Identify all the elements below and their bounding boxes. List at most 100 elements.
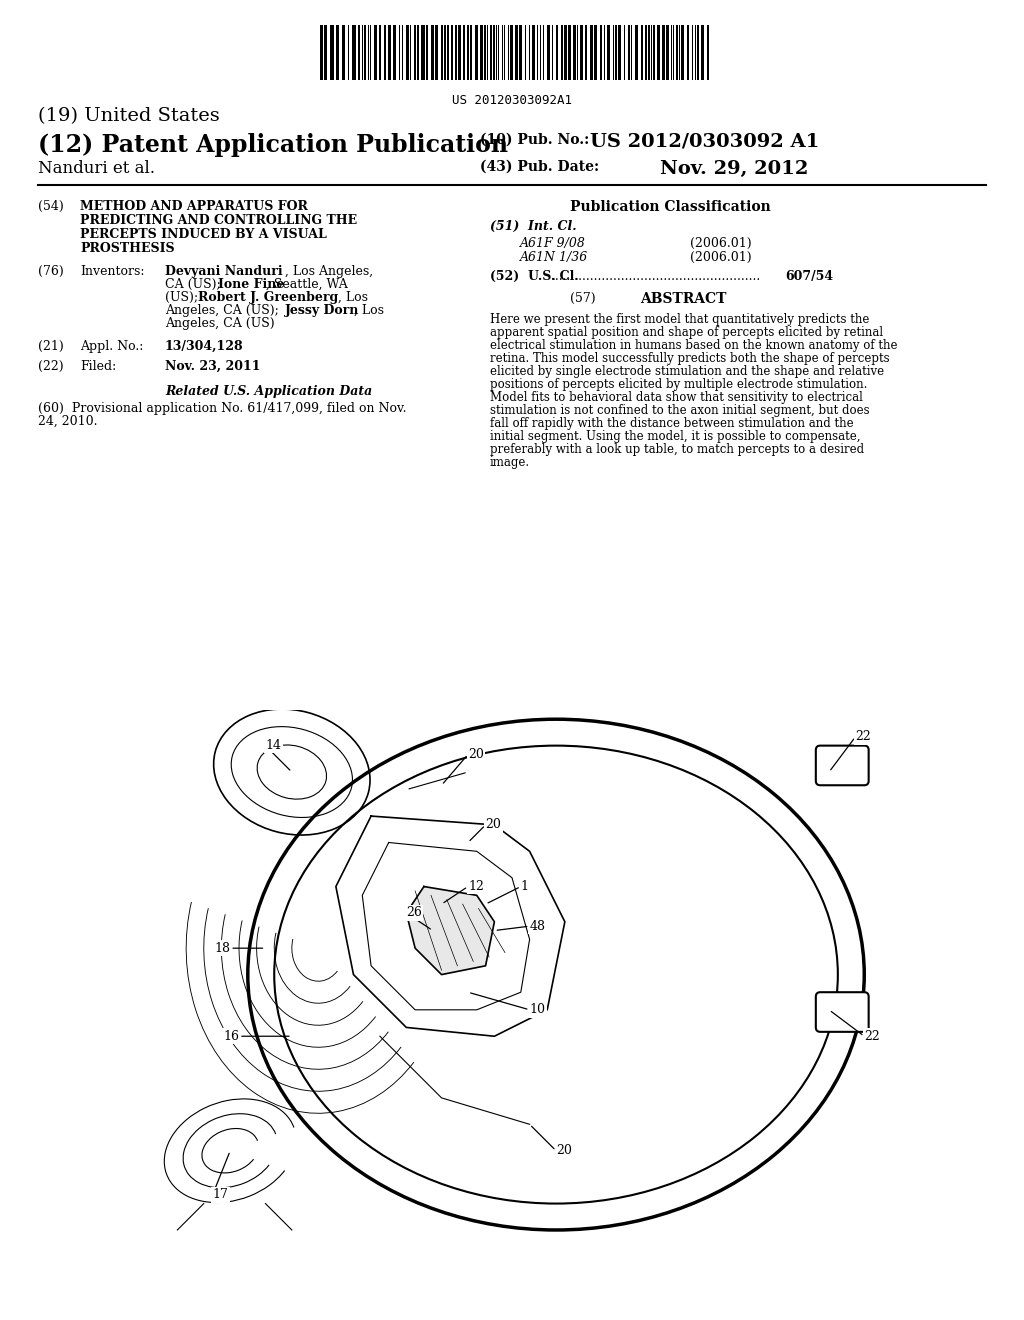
Text: (51)  Int. Cl.: (51) Int. Cl. [490,220,577,234]
Text: Ione Fine: Ione Fine [218,279,285,290]
Bar [677,25,678,81]
Text: 20: 20 [556,1144,572,1158]
Bar [573,25,575,81]
Text: Model fits to behavioral data show that sensitivity to electrical: Model fits to behavioral data show that … [490,391,863,404]
Bar [547,25,550,81]
Bar [628,25,631,81]
Bar [600,25,602,81]
Text: Nov. 23, 2011: Nov. 23, 2011 [165,360,260,374]
Text: (43) Pub. Date:: (43) Pub. Date: [480,160,599,174]
Text: Publication Classification: Publication Classification [570,201,771,214]
Bar [407,25,410,81]
Text: Appl. No.:: Appl. No.: [80,341,143,352]
Text: ABSTRACT: ABSTRACT [640,292,726,306]
Text: apparent spatial position and shape of percepts elicited by retinal: apparent spatial position and shape of p… [490,326,883,339]
Text: 16: 16 [223,1030,239,1043]
Text: 14: 14 [265,739,282,752]
Text: (US);: (US); [165,290,202,304]
Bar [475,25,478,81]
Bar [417,25,419,81]
Bar [648,25,649,81]
FancyBboxPatch shape [816,993,868,1032]
Text: 26: 26 [407,907,422,920]
Bar [560,25,563,81]
Bar [467,25,469,81]
Bar [489,25,493,81]
Text: , Los: , Los [354,304,384,317]
Text: (10) Pub. No.:: (10) Pub. No.: [480,133,589,147]
Text: image.: image. [490,455,530,469]
Text: Nov. 29, 2012: Nov. 29, 2012 [660,160,808,178]
Text: (12) Patent Application Publication: (12) Patent Application Publication [38,133,508,157]
Bar [663,25,665,81]
Text: 1: 1 [521,880,528,894]
Text: Here we present the first model that quantitatively predicts the: Here we present the first model that qua… [490,313,869,326]
Text: fall off rapidly with the distance between stimulation and the: fall off rapidly with the distance betwe… [490,417,854,430]
Bar [531,25,535,81]
Bar [319,25,323,81]
Bar [463,25,465,81]
Text: Related U.S. Application Data: Related U.S. Application Data [165,385,373,399]
Text: stimulation is not confined to the axon initial segment, but does: stimulation is not confined to the axon … [490,404,869,417]
Text: Robert J. Greenberg: Robert J. Greenberg [198,290,338,304]
Polygon shape [407,887,495,974]
Bar [380,25,381,81]
Text: (22): (22) [38,360,63,374]
Text: retina. This model successfully predicts both the shape of percepts: retina. This model successfully predicts… [490,352,890,366]
Text: Nanduri et al.: Nanduri et al. [38,160,155,177]
Text: (52)  U.S. Cl.: (52) U.S. Cl. [490,271,583,282]
Bar [687,25,689,81]
Bar [447,25,450,81]
Bar [590,25,593,81]
Bar [393,25,395,81]
Text: PERCEPTS INDUCED BY A VISUAL: PERCEPTS INDUCED BY A VISUAL [80,228,327,242]
Text: CA (US);: CA (US); [165,279,224,290]
Text: PROSTHESIS: PROSTHESIS [80,242,175,255]
Bar [641,25,643,81]
Bar [455,25,457,81]
Text: 10: 10 [529,1003,546,1016]
Text: preferably with a look up table, to match percepts to a desired: preferably with a look up table, to matc… [490,444,864,455]
Bar [443,25,445,81]
Bar [435,25,438,81]
Text: electrical stimulation in humans based on the known anatomy of the: electrical stimulation in humans based o… [490,339,897,352]
Bar [336,25,339,81]
Bar [586,25,588,81]
Text: (60)  Provisional application No. 61/417,099, filed on Nov.: (60) Provisional application No. 61/417,… [38,403,407,414]
Bar [635,25,638,81]
Bar [568,25,571,81]
Bar [358,25,360,81]
Bar [384,25,386,81]
Bar [458,25,461,81]
Bar [484,25,485,81]
Bar [388,25,391,81]
Text: elicited by single electrode stimulation and the shape and relative: elicited by single electrode stimulation… [490,366,884,378]
Bar [414,25,416,81]
Bar [666,25,669,81]
Bar [494,25,496,81]
Bar [645,25,647,81]
Bar [519,25,522,81]
Bar [657,25,660,81]
Bar [681,25,684,81]
Bar [653,25,655,81]
Text: A61F 9/08: A61F 9/08 [520,238,586,249]
Bar [580,25,583,81]
Text: positions of percepts elicited by multiple electrode stimulation.: positions of percepts elicited by multip… [490,378,867,391]
Text: 22: 22 [855,730,871,743]
Bar [515,25,518,81]
Bar [564,25,567,81]
Bar [421,25,423,81]
Bar [452,25,454,81]
Bar [365,25,366,81]
Text: 607/54: 607/54 [785,271,834,282]
Text: (54): (54) [38,201,63,213]
Bar [510,25,513,81]
Text: (21): (21) [38,341,63,352]
Text: 20: 20 [485,818,502,832]
Text: (57): (57) [570,292,596,305]
Text: 24, 2010.: 24, 2010. [38,414,97,428]
Text: (76): (76) [38,265,63,279]
Bar [594,25,597,81]
Bar [324,25,327,81]
